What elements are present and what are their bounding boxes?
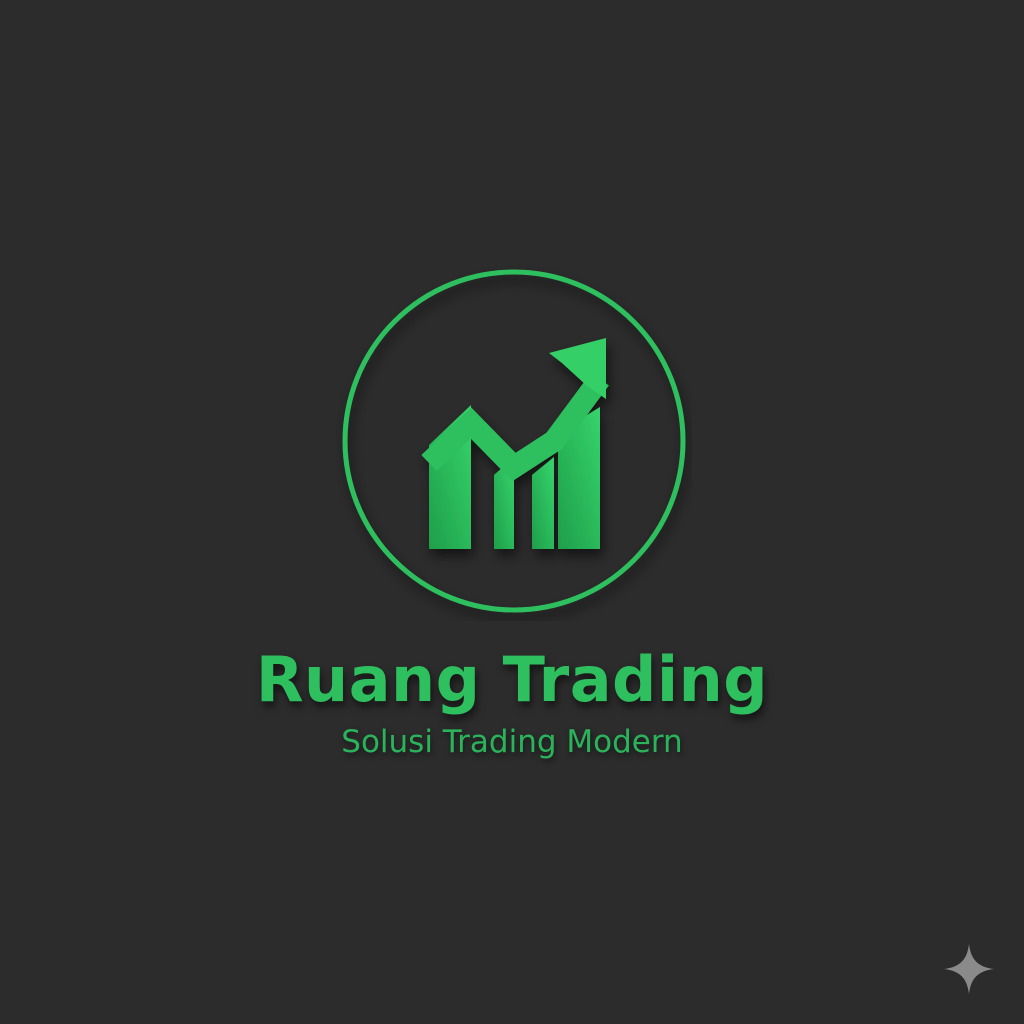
rising-chart-arrow-icon xyxy=(421,338,609,549)
trend-arrow-head xyxy=(549,338,606,399)
logo-ring xyxy=(342,269,686,613)
brand-tagline: Solusi Trading Modern xyxy=(341,724,683,760)
logo-emblem xyxy=(342,269,686,613)
trend-line xyxy=(421,372,609,482)
chart-bar-middle-right xyxy=(532,457,554,549)
sparkle-icon xyxy=(944,944,994,994)
chart-bar-right xyxy=(558,407,600,549)
chart-bar-middle xyxy=(494,457,514,549)
brand-name: Ruang Trading xyxy=(255,643,769,716)
